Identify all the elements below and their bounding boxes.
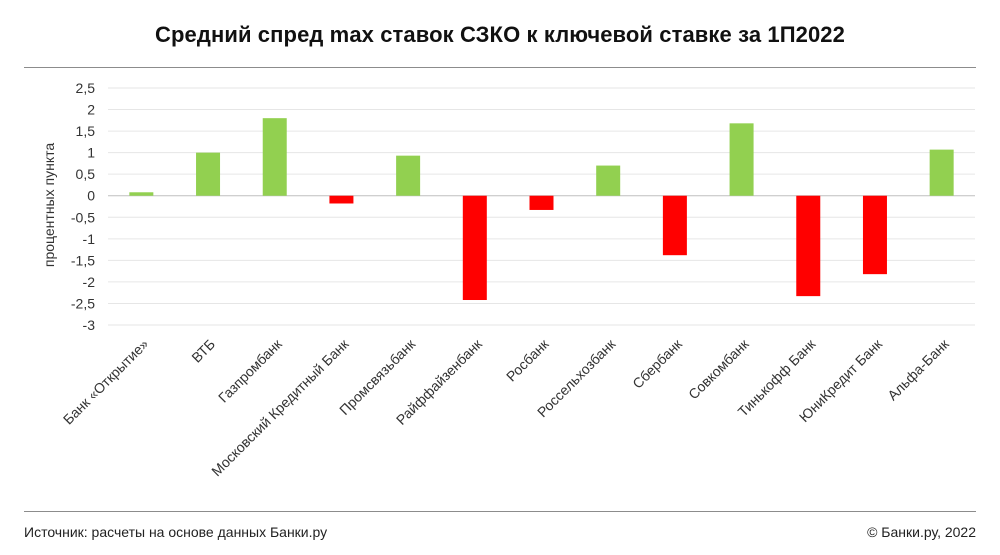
bars	[129, 118, 954, 301]
bar	[796, 195, 821, 297]
x-tick-label: ВТБ	[188, 336, 218, 366]
y-tick-label: 0	[87, 188, 95, 204]
y-tick-label: 2,5	[76, 80, 96, 96]
y-tick-label: 1,5	[76, 123, 96, 139]
y-axis-ticks: 2,5 2 1,5 1 0,5 0 -0,5 -1 -1,5 -2 -2,5 -3	[71, 80, 95, 333]
x-tick-label: Альфа-Банк	[884, 335, 952, 403]
y-tick-label: 0,5	[76, 166, 96, 182]
y-tick-label: -2,5	[71, 295, 95, 311]
x-tick-label: Совкомбанк	[685, 335, 752, 402]
bar	[196, 152, 221, 196]
bar	[862, 195, 887, 275]
y-tick-label: 2	[87, 102, 95, 118]
bar	[129, 192, 154, 196]
copyright-note: © Банки.ру, 2022	[867, 524, 976, 540]
bar	[662, 195, 687, 256]
bar	[729, 123, 754, 196]
x-tick-label: Сбербанк	[629, 335, 685, 391]
y-tick-label: -1	[83, 231, 96, 247]
x-tick-label: Газпромбанк	[215, 335, 285, 405]
bar	[329, 195, 354, 204]
x-tick-label: Росбанк	[503, 335, 552, 384]
gridlines	[108, 87, 975, 326]
y-tick-label: 1	[87, 145, 95, 161]
y-tick-label: -1,5	[71, 252, 95, 268]
bar-chart: 2,5 2 1,5 1 0,5 0 -0,5 -1 -1,5 -2 -2,5 -3 процентны…	[41, 80, 975, 479]
x-axis-labels: Банк «Открытие» ВТБГазпромбанкМосковский …	[60, 335, 953, 479]
y-tick-label: -0,5	[71, 209, 95, 225]
bar	[396, 155, 421, 196]
bar	[462, 195, 487, 301]
top-divider	[24, 67, 976, 68]
x-tick-label: Банк «Открытие»	[60, 336, 152, 428]
y-tick-label: -2	[83, 274, 96, 290]
y-tick-label: -3	[83, 317, 96, 333]
y-axis-label: процентных пункта	[41, 143, 57, 267]
chart-title: Средний спред max ставок СЗКО к ключевой…	[155, 22, 845, 47]
bar	[596, 165, 621, 196]
bar	[529, 195, 554, 210]
bottom-divider	[24, 511, 976, 512]
source-note: Источник: расчеты на основе данных Банки…	[24, 524, 328, 540]
bar	[929, 149, 954, 196]
x-tick-label: Московский Кредитный Банк	[208, 335, 352, 479]
bar	[262, 118, 287, 196]
